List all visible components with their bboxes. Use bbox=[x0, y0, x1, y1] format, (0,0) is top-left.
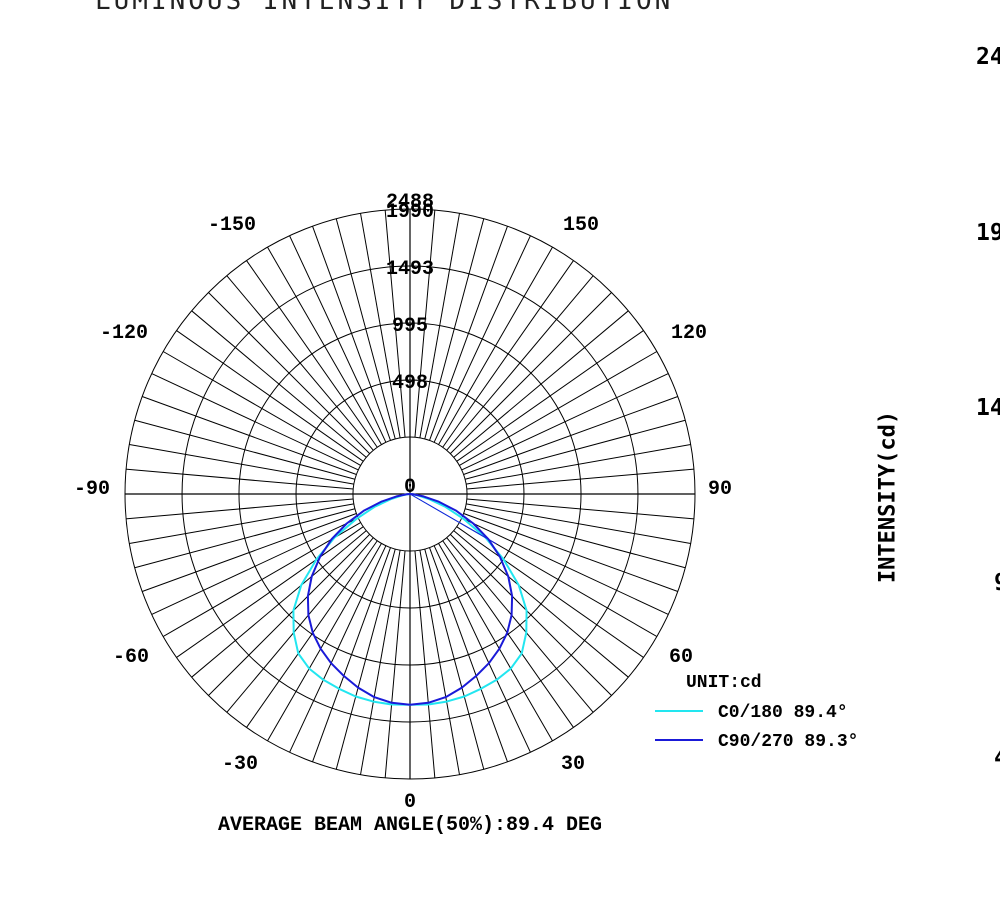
angle-label: 30 bbox=[561, 753, 585, 776]
radial-tick-label: 498 bbox=[392, 372, 428, 395]
right-tick-label: 4 bbox=[994, 745, 1000, 771]
series-layer bbox=[292, 493, 528, 706]
angle-label: -90 bbox=[74, 478, 110, 501]
right-tick-label: 19 bbox=[976, 220, 1000, 246]
legend-entry: C90/270 89.3° bbox=[718, 732, 858, 752]
right-tick-label: 9 bbox=[994, 570, 1000, 596]
angle-label: 60 bbox=[669, 646, 693, 669]
beam-angle-label: AVERAGE BEAM ANGLE(50%):89.4 DEG bbox=[218, 814, 602, 837]
radial-tick-label: 995 bbox=[392, 315, 428, 338]
legend-entry: C0/180 89.4° bbox=[718, 703, 848, 723]
angle-label: 90 bbox=[708, 478, 732, 501]
radial-tick-label: 1990 bbox=[386, 201, 434, 224]
angle-label: -150 bbox=[208, 214, 256, 237]
angle-label: 0 bbox=[404, 791, 416, 814]
angle-label: 120 bbox=[671, 322, 707, 345]
angle-label: -60 bbox=[113, 646, 149, 669]
angle-label: 150 bbox=[563, 214, 599, 237]
page-title: LUMINOUS INTENSITY DISTRIBUTION bbox=[95, 0, 674, 16]
radial-tick-label: 0 bbox=[404, 476, 416, 499]
angle-label: -30 bbox=[222, 753, 258, 776]
angle-label: 2488 bbox=[386, 191, 434, 214]
right-tick-label: 14 bbox=[976, 395, 1000, 421]
beam-angle-guide bbox=[409, 493, 497, 545]
right-tick-label: 24 bbox=[976, 44, 1000, 70]
unit-label: UNIT:cd bbox=[686, 673, 762, 693]
y-axis-label: INTENSITY(cd) bbox=[875, 410, 901, 584]
angle-label: -120 bbox=[100, 322, 148, 345]
radial-tick-label: 1493 bbox=[386, 258, 434, 281]
legend: UNIT:cd C0/180 89.4° C90/270 89.3° bbox=[655, 673, 858, 752]
